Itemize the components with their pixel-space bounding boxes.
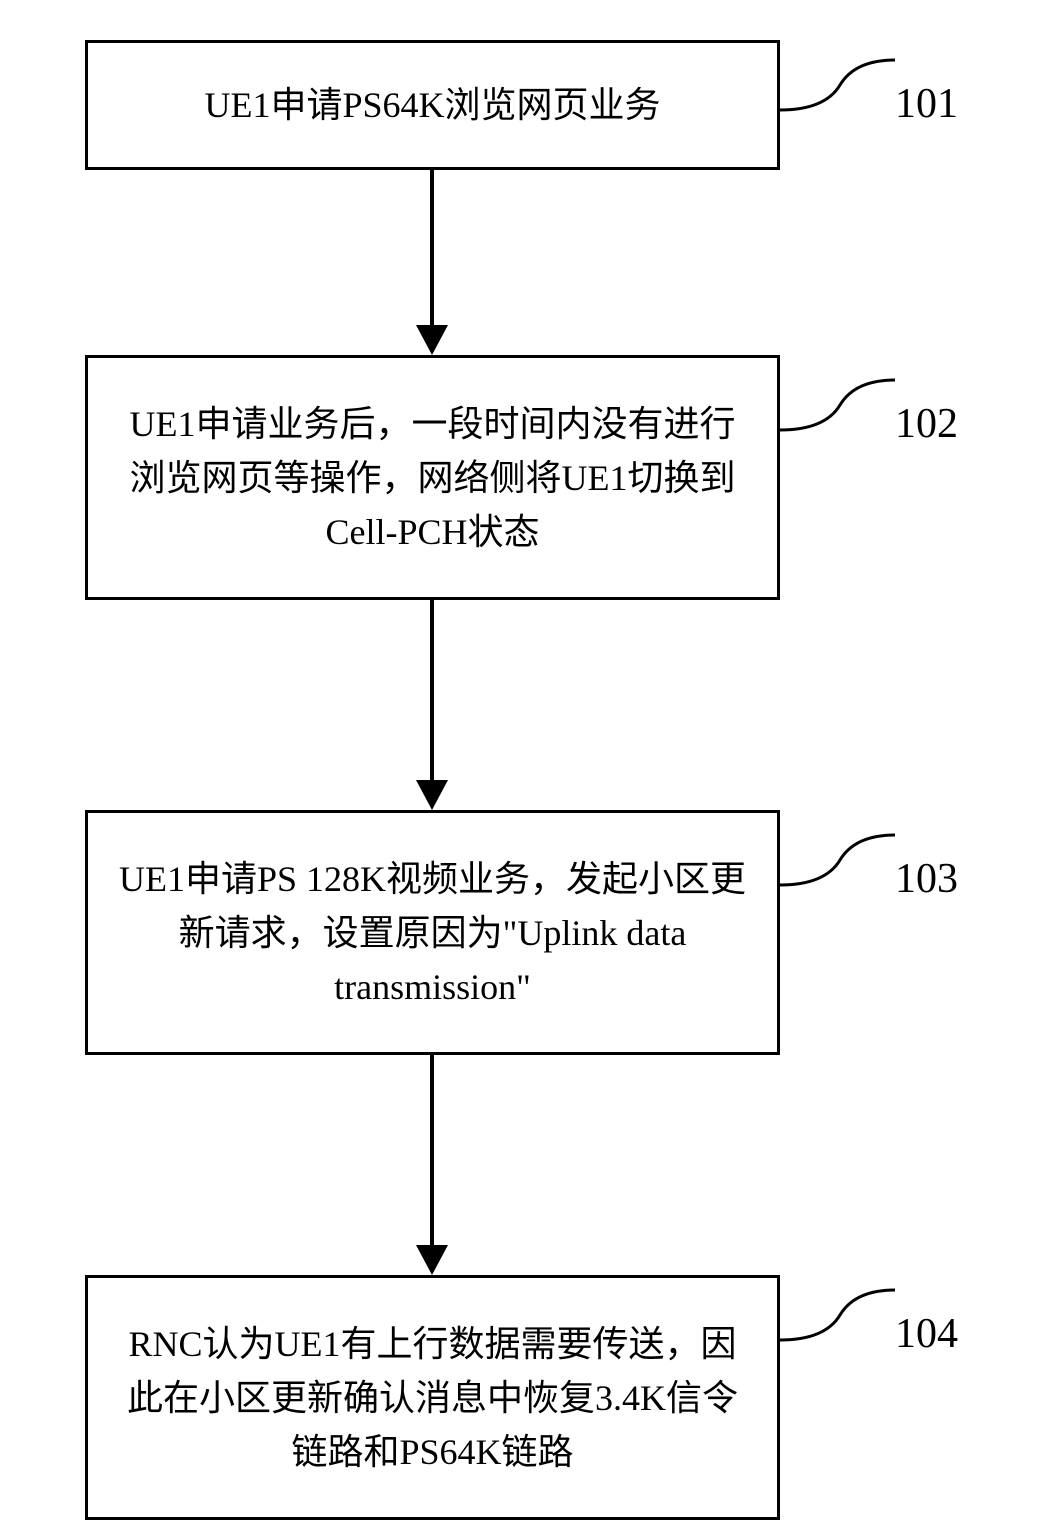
step-label-1: 101 — [895, 80, 958, 128]
step-label-4: 104 — [895, 1310, 958, 1358]
arrow-3 — [410, 1055, 454, 1275]
label-connector-2 — [780, 375, 895, 435]
label-connector-3 — [780, 830, 895, 890]
node-1-text: UE1申请PS64K浏览网页业务 — [204, 78, 660, 132]
arrow-2 — [410, 600, 454, 810]
label-connector-1 — [780, 55, 895, 115]
flow-node-2: UE1申请业务后，一段时间内没有进行浏览网页等操作，网络侧将UE1切换到Cell… — [85, 355, 780, 600]
label-connector-4 — [780, 1285, 895, 1345]
node-2-text: UE1申请业务后，一段时间内没有进行浏览网页等操作，网络侧将UE1切换到Cell… — [113, 397, 752, 559]
step-label-3: 103 — [895, 855, 958, 903]
step-label-2: 102 — [895, 400, 958, 448]
node-4-text: RNC认为UE1有上行数据需要传送，因此在小区更新确认消息中恢复3.4K信令链路… — [113, 1317, 752, 1479]
node-3-text: UE1申请PS 128K视频业务，发起小区更新请求，设置原因为"Uplink d… — [113, 852, 752, 1014]
flow-node-3: UE1申请PS 128K视频业务，发起小区更新请求，设置原因为"Uplink d… — [85, 810, 780, 1055]
flow-node-4: RNC认为UE1有上行数据需要传送，因此在小区更新确认消息中恢复3.4K信令链路… — [85, 1275, 780, 1520]
arrow-1 — [410, 170, 454, 355]
flow-node-1: UE1申请PS64K浏览网页业务 — [85, 40, 780, 170]
